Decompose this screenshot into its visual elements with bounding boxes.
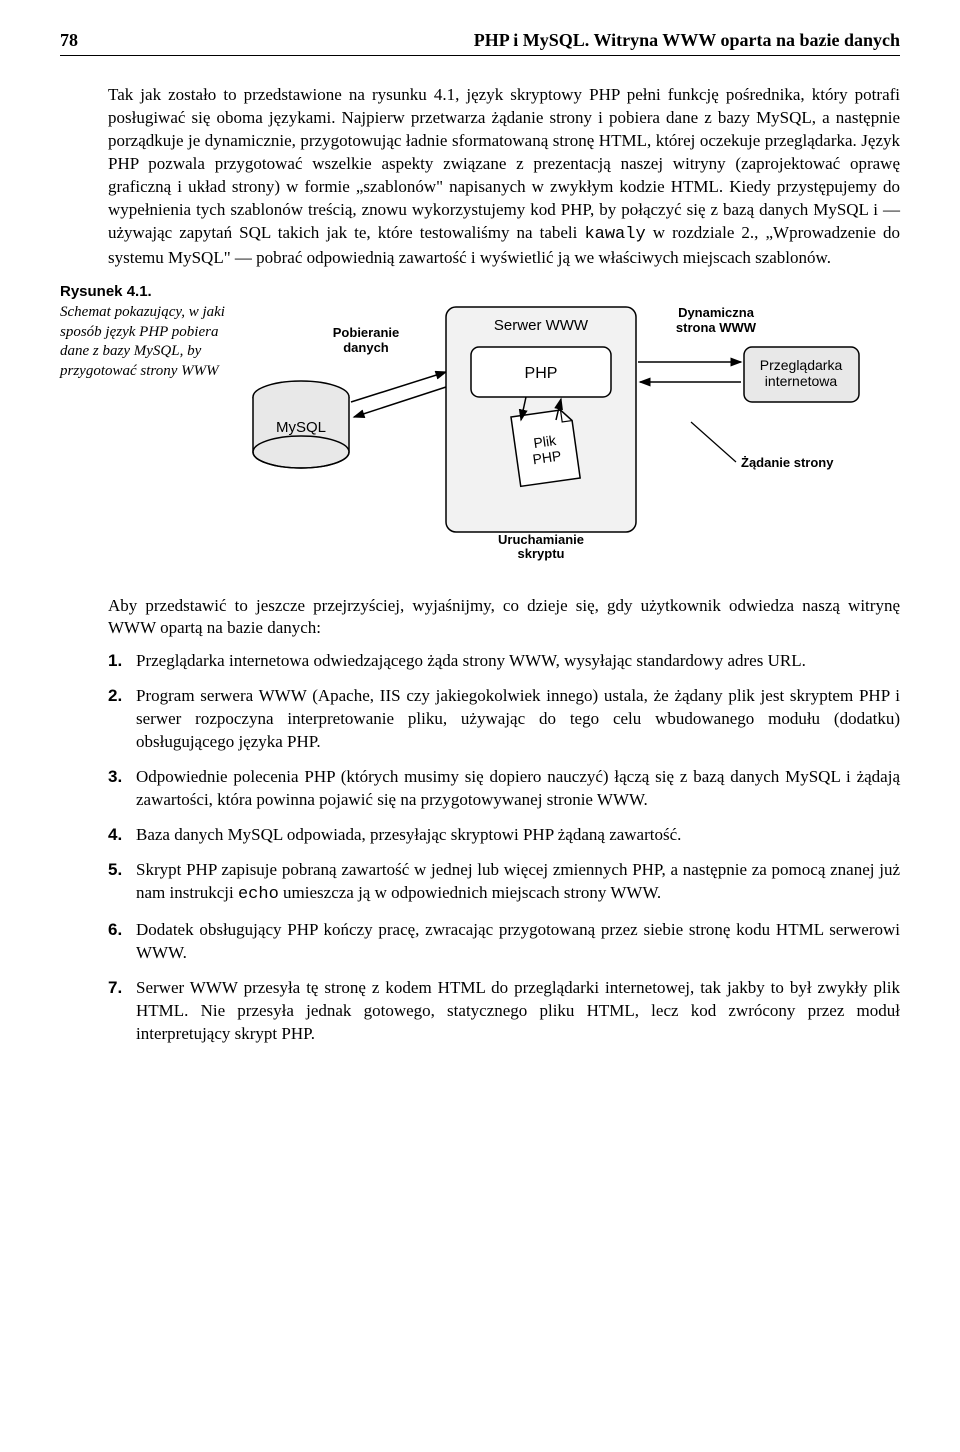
step-text-post: umieszcza ją w odpowiednich miejscach st…: [279, 883, 661, 902]
step-item: 5.Skrypt PHP zapisuje pobraną zawartość …: [108, 859, 900, 907]
inline-code-echo: echo: [238, 885, 279, 904]
step-number: 5.: [108, 859, 122, 882]
pobieranie-label-line1: Pobieranie: [333, 325, 399, 340]
step-number: 3.: [108, 766, 122, 789]
paragraph-main-text: Tak jak zostało to przedstawione na rysu…: [108, 85, 900, 242]
step-text: Dodatek obsługujący PHP kończy pracę, zw…: [136, 920, 900, 962]
przegladarka-label-line1: Przeglądarka: [760, 357, 843, 373]
php-label: PHP: [525, 365, 558, 382]
step-item: 6. Dodatek obsługujący PHP kończy pracę, …: [108, 919, 900, 965]
step-number: 4.: [108, 824, 122, 847]
mysql-cylinder: MySQL: [253, 381, 349, 468]
step-item: 1. Przeglądarka internetowa odwiedzająceg…: [108, 650, 900, 673]
step-text: Serwer WWW przesyła tę stronę z kodem HT…: [136, 978, 900, 1043]
zadanie-label: Żądanie strony: [741, 455, 834, 470]
step-number: 6.: [108, 919, 122, 942]
figure-caption: Schemat pokazujący, w jaki sposób język …: [60, 303, 230, 381]
uruchamianie-label-line2: skryptu: [518, 546, 565, 561]
header-title: PHP i MySQL. Witryna WWW oparta na bazie…: [474, 30, 900, 51]
page-container: 78 PHP i MySQL. Witryna WWW oparta na ba…: [0, 0, 960, 1098]
diagram-svg: MySQL Pobieranie danych Serwer WWW PHP: [246, 282, 866, 562]
figure-row: Rysunek 4.1. Schemat pokazujący, w jaki …: [60, 282, 900, 567]
step-text: Przeglądarka internetowa odwiedzającego …: [136, 651, 806, 670]
step-text: Baza danych MySQL odpowiada, przesyłając…: [136, 825, 681, 844]
dynamiczna-label-line1: Dynamiczna: [678, 305, 755, 320]
step-item: 7. Serwer WWW przesyła tę stronę z kodem …: [108, 977, 900, 1046]
przegladarka-label-line2: internetowa: [765, 373, 838, 389]
step-number: 1.: [108, 650, 122, 673]
inline-code-kawaly: kawaly: [584, 225, 645, 244]
figure-diagram: MySQL Pobieranie danych Serwer WWW PHP: [246, 282, 900, 567]
mysql-label: MySQL: [276, 419, 326, 436]
uruchamianie-label-line1: Uruchamianie: [498, 532, 584, 547]
steps-list: 1. Przeglądarka internetowa odwiedzająceg…: [108, 650, 900, 1045]
step-text: Program serwera WWW (Apache, IIS czy jak…: [136, 686, 900, 751]
step-item: 3. Odpowiednie polecenia PHP (których mus…: [108, 766, 900, 812]
step-text: Odpowiednie polecenia PHP (których musim…: [136, 767, 900, 809]
plik-php-page: Plik PHP: [511, 408, 580, 486]
paragraph-intro: Aby przedstawić to jeszcze przejrzyściej…: [108, 595, 900, 641]
dynamiczna-label-line2: strona WWW: [676, 320, 757, 335]
step-item: 4. Baza danych MySQL odpowiada, przesyłaj…: [108, 824, 900, 847]
serwer-label: Serwer WWW: [494, 317, 589, 334]
figure-label: Rysunek 4.1.: [60, 282, 230, 302]
step-number: 7.: [108, 977, 122, 1000]
step-number: 2.: [108, 685, 122, 708]
running-header: 78 PHP i MySQL. Witryna WWW oparta na ba…: [60, 30, 900, 56]
pobieranie-label-line2: danych: [343, 340, 389, 355]
figure-caption-block: Rysunek 4.1. Schemat pokazujący, w jaki …: [60, 282, 230, 382]
paragraph-main: Tak jak zostało to przedstawione na rysu…: [108, 84, 900, 270]
page-number: 78: [60, 30, 78, 51]
step-item: 2. Program serwera WWW (Apache, IIS czy j…: [108, 685, 900, 754]
